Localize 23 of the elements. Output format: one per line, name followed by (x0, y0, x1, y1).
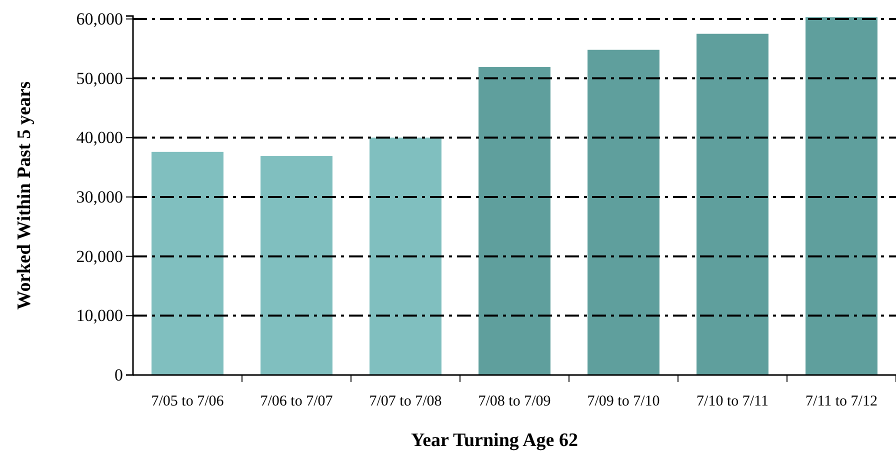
y-tick-label: 20,000 (76, 246, 123, 266)
x-axis-title: Year Turning Age 62 (411, 430, 578, 451)
x-tick-label: 7/08 to 7/09 (478, 394, 551, 410)
bar (260, 156, 332, 375)
y-tick-label: 50,000 (76, 68, 123, 88)
bar (370, 138, 442, 375)
bar (152, 152, 224, 375)
bar (588, 50, 660, 375)
x-tick-label: 7/11 to 7/12 (806, 394, 878, 410)
x-tick-label: 7/10 to 7/11 (696, 394, 768, 410)
bar (696, 34, 768, 375)
y-tick-label: 10,000 (76, 306, 123, 326)
x-tick-label: 7/05 to 7/06 (151, 394, 224, 410)
bar (806, 17, 878, 375)
y-tick-label: 0 (114, 365, 123, 384)
y-tick-label: 60,000 (76, 9, 123, 28)
x-tick-label: 7/06 to 7/07 (260, 394, 334, 410)
x-tick-label: 7/07 to 7/08 (369, 394, 442, 410)
y-tick-label: 40,000 (76, 128, 123, 148)
x-tick-label: 7/09 to 7/10 (587, 394, 660, 410)
y-tick-label: 30,000 (76, 187, 123, 206)
bar (478, 67, 550, 375)
y-axis-title: Worked Within Past 5 years (14, 81, 35, 310)
